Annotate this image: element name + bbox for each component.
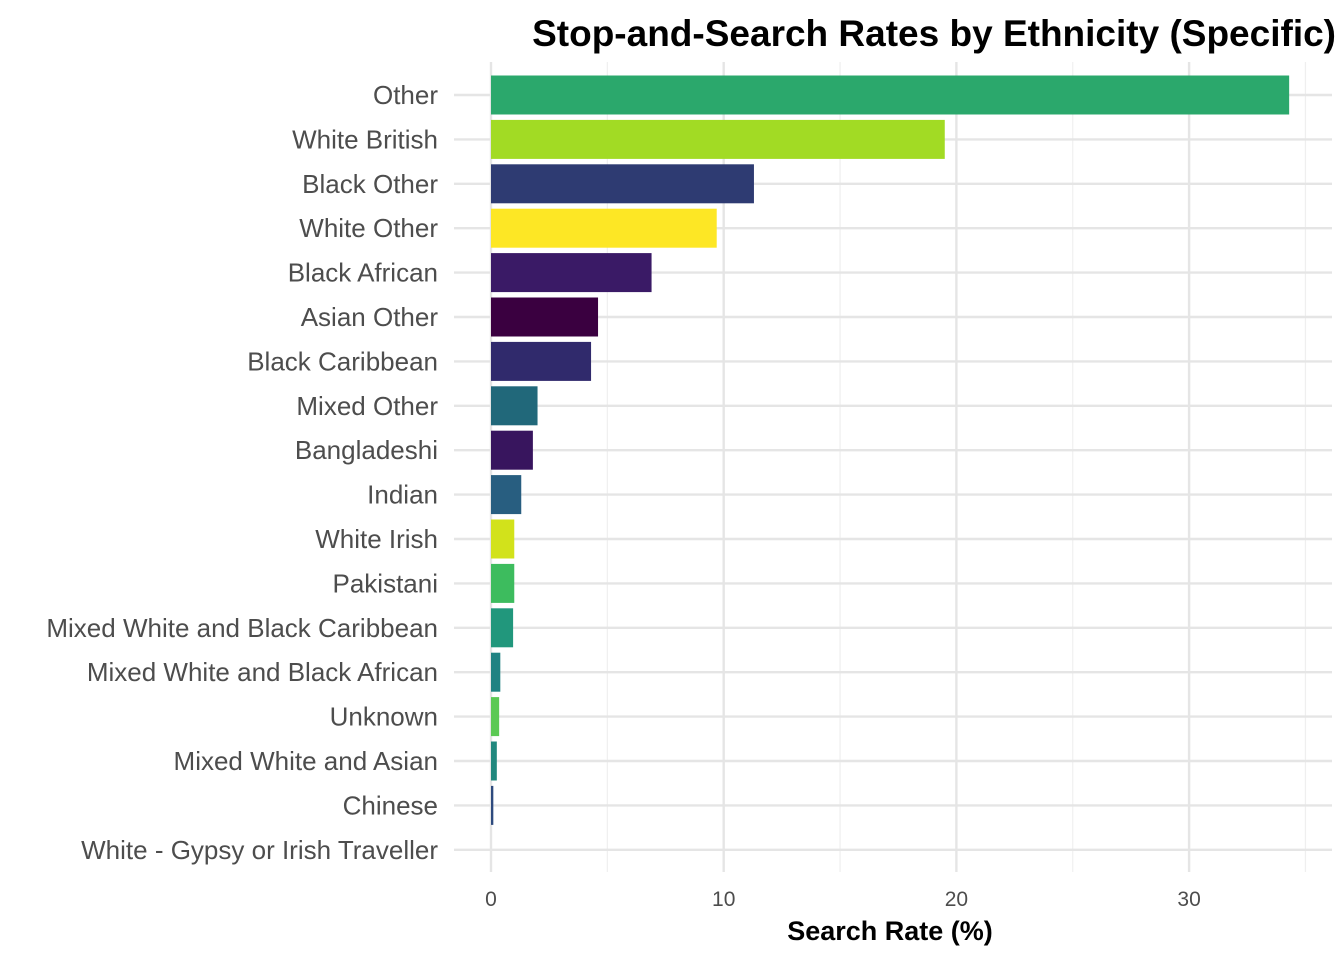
bar-chinese — [491, 785, 494, 825]
bar-asian-other — [491, 297, 599, 337]
category-label: White Other — [299, 213, 438, 243]
x-tick-label: 0 — [485, 888, 497, 911]
category-label: Black African — [288, 258, 438, 288]
category-label: Mixed White and Black African — [87, 657, 438, 687]
bar-mixed-other — [491, 386, 538, 426]
bar-other — [491, 75, 1290, 115]
bar-indian — [491, 475, 522, 515]
bar-black-african — [491, 253, 652, 293]
bar-pakistani — [491, 563, 515, 603]
x-tick-label: 30 — [1177, 888, 1200, 911]
category-label: Bangladeshi — [295, 435, 438, 465]
category-label: Chinese — [343, 790, 438, 820]
category-labels: Other White British Black Other White Other… — [46, 80, 438, 865]
x-tick-label: 10 — [712, 888, 735, 911]
chart-title: Stop-and-Search Rates by Ethnicity (Spec… — [532, 13, 1336, 54]
bar-white-other — [491, 208, 717, 248]
category-label: Unknown — [330, 702, 438, 732]
category-label: Other — [373, 80, 438, 110]
bar-bangladeshi — [491, 430, 533, 470]
category-label: Pakistani — [333, 568, 439, 598]
category-label: White Irish — [315, 524, 438, 554]
category-label: Black Other — [302, 169, 438, 199]
bars — [491, 75, 1290, 825]
bar-unknown — [491, 697, 500, 737]
x-tick-label: 20 — [945, 888, 968, 911]
x-tick-labels: 0 10 20 30 — [485, 888, 1201, 911]
category-label: Black Caribbean — [247, 346, 438, 376]
x-axis-title: Search Rate (%) — [787, 916, 993, 946]
bar-white-british — [491, 119, 945, 159]
category-label: White - Gypsy or Irish Traveller — [81, 835, 438, 865]
bar-mixed-white-and-black-african — [491, 652, 501, 692]
bar-black-other — [491, 164, 754, 204]
bar-mixed-white-and-black-caribbean — [491, 608, 514, 648]
category-label: White British — [292, 124, 438, 154]
category-label: Mixed White and Asian — [174, 746, 438, 776]
category-label: Indian — [367, 480, 438, 510]
bar-mixed-white-and-asian — [491, 741, 497, 781]
category-label: Mixed White and Black Caribbean — [46, 613, 438, 643]
category-label: Mixed Other — [296, 391, 438, 421]
bar-white-irish — [491, 519, 515, 559]
category-label: Asian Other — [301, 302, 439, 332]
bar-black-caribbean — [491, 341, 592, 381]
